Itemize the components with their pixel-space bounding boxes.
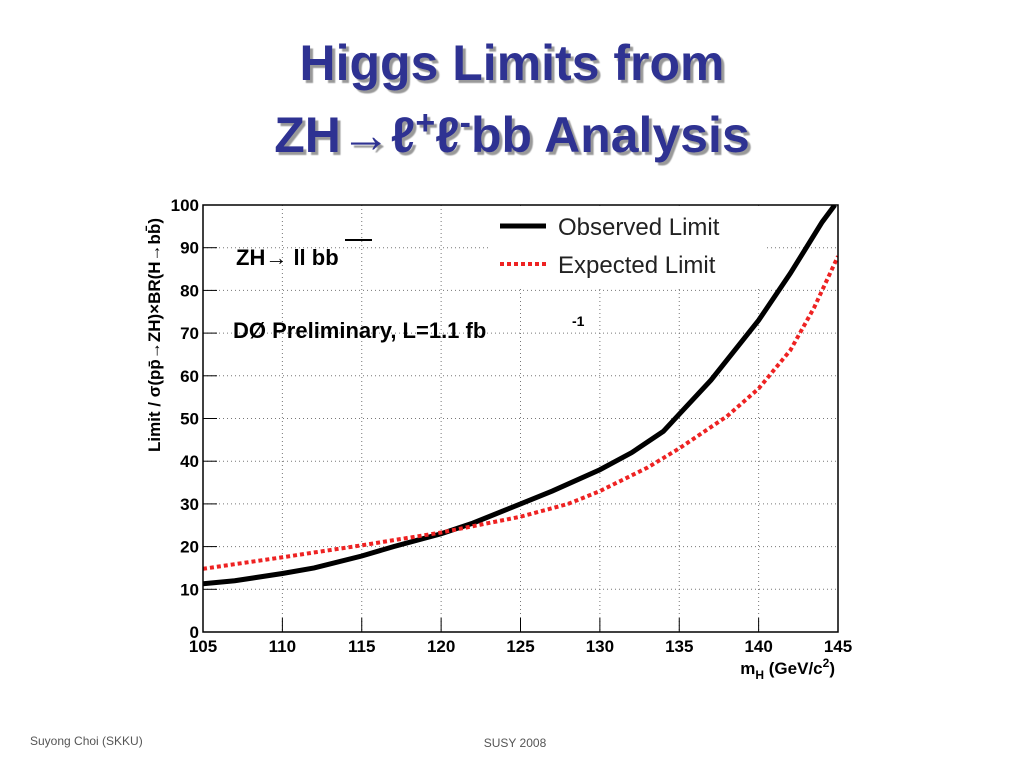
x-axis-label: mH (GeV/c2) [740,656,835,682]
x-tick-label: 105 [189,637,217,656]
x-tick-label: 145 [824,637,852,656]
plot: 0 10 20 30 40 50 60 70 80 90 100 105 110 115 120 125 130… [171,196,853,656]
x-tick-label: 110 [269,637,296,656]
footer-left: Suyong Choi (SKKU) [30,734,143,748]
annotation-sup: -1 [572,313,585,329]
title-line: Higgs Limits from [299,35,724,91]
x-tick-label: 140 [744,637,772,656]
y-tick-label: 50 [180,410,199,429]
legend: Observed Limit Expected Limit [500,214,720,279]
y-tick-label: 80 [180,281,199,300]
y-tick-label: 60 [180,367,199,386]
x-label-sub: H [755,668,764,682]
y-tick-label: 20 [180,538,199,557]
plot-frame [202,204,839,633]
y-tick-label: 90 [180,239,199,258]
legend-label: Expected Limit [558,252,716,279]
title-part: ℓ [435,107,459,163]
legend-label: Observed Limit [558,214,720,241]
y-tick-label: 0 [190,623,199,642]
annotation: ZH→ ll bb [236,245,339,270]
x-label-sup: 2 [823,656,830,670]
x-tick-label: 120 [427,637,455,656]
series-group [203,205,838,587]
x-tick-label: 135 [665,637,693,656]
y-tick-label: 30 [180,495,199,514]
y-axis-label: Limit / σ(pp̄→ZH)×BR(H→bb̄) [145,218,164,452]
x-label-part: ) [829,659,835,678]
x-label-part: m [740,659,755,678]
title-part: bb Analysis [471,107,750,163]
title-sup: + [415,104,435,142]
x-tick-label: 125 [506,637,534,656]
series-line [203,205,837,587]
footer-center: SUSY 2008 [484,736,547,750]
x-tick-label: 115 [348,637,375,656]
title-sup: - [460,104,471,142]
title-part: ZH→ℓ [274,107,415,163]
legend-box [488,206,764,286]
y-tick-label: 40 [180,452,199,471]
title-line: ZH→ℓ+ℓ-bb Analysis [274,104,750,163]
annotation: DØ Preliminary, L=1.1 fb [233,318,486,343]
x-label-part: (GeV/c [764,659,823,678]
y-tick-label: 70 [180,324,199,343]
x-tick-label: 130 [586,637,614,656]
y-tick-label: 100 [171,196,199,215]
y-tick-label: 10 [180,580,199,599]
